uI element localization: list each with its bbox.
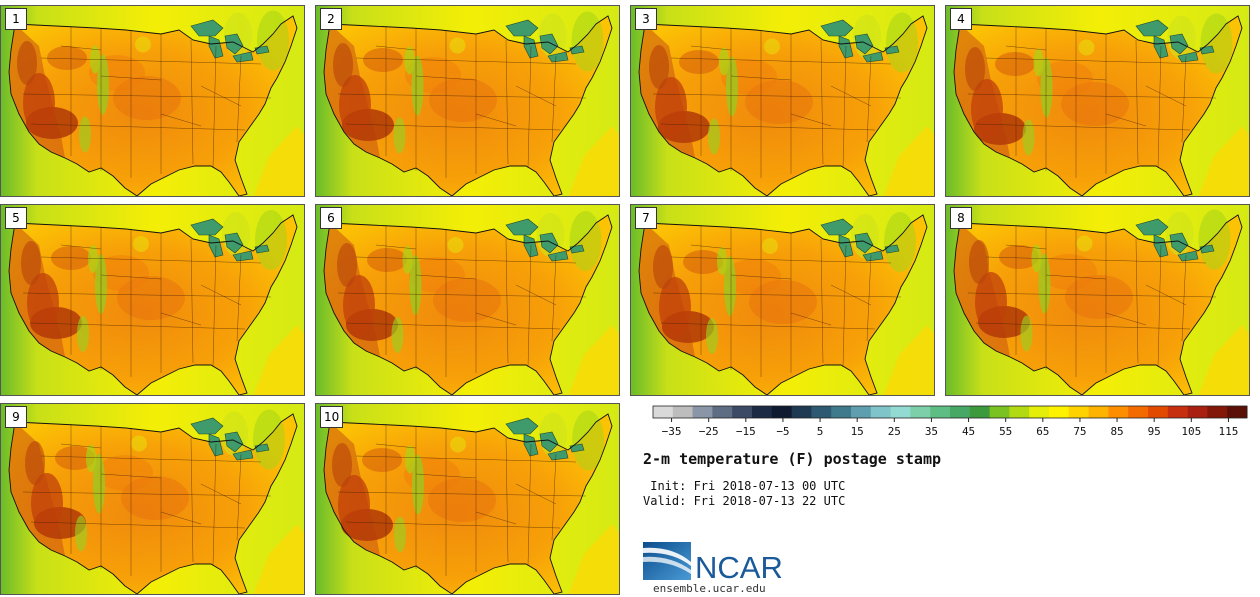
colorbar-swatch bbox=[1148, 406, 1169, 418]
panel-number-label: 8 bbox=[950, 207, 972, 229]
panel-number-label: 2 bbox=[320, 8, 342, 30]
temperature-map bbox=[1, 404, 304, 594]
postage-stamp-panel: 10 bbox=[315, 403, 620, 595]
colorbar-swatch bbox=[930, 406, 951, 418]
postage-stamp-panel: 1 bbox=[0, 5, 305, 197]
colorbar-tick-label: 55 bbox=[999, 425, 1012, 438]
postage-stamp-panel: 3 bbox=[630, 5, 935, 197]
colorbar-tick-label: −25 bbox=[699, 425, 719, 438]
colorbar-swatch bbox=[791, 406, 812, 418]
colorbar-tick-label: 75 bbox=[1073, 425, 1086, 438]
panel-number-label: 1 bbox=[5, 8, 27, 30]
panel-number-label: 9 bbox=[5, 406, 27, 428]
colorbar-swatch bbox=[989, 406, 1010, 418]
colorbar-tick-label: −15 bbox=[736, 425, 756, 438]
ncar-logo: NCAR bbox=[643, 542, 783, 582]
panel-number-label: 4 bbox=[950, 8, 972, 30]
colorbar-swatch bbox=[950, 406, 971, 418]
colorbar-swatch bbox=[692, 406, 713, 418]
colorbar-swatch bbox=[831, 406, 852, 418]
colorbar-swatch bbox=[1049, 406, 1070, 418]
colorbar-tick-label: 85 bbox=[1110, 425, 1123, 438]
panel-number-label: 5 bbox=[5, 207, 27, 229]
colorbar-swatch bbox=[969, 406, 991, 418]
postage-stamp-panel: 9 bbox=[0, 403, 305, 595]
colorbar-tick-label: −35 bbox=[662, 425, 682, 438]
colorbar-swatch bbox=[890, 406, 911, 418]
temperature-map bbox=[631, 6, 934, 196]
colorbar-swatch bbox=[1207, 406, 1228, 418]
init-time: Init: Fri 2018-07-13 00 UTC bbox=[643, 479, 846, 493]
temperature-map bbox=[946, 6, 1249, 196]
temperature-map bbox=[1, 205, 304, 395]
colorbar-swatch bbox=[672, 406, 694, 418]
postage-stamp-panel: 4 bbox=[945, 5, 1250, 197]
colorbar-tick-label: 105 bbox=[1181, 425, 1201, 438]
postage-stamp-panel: 6 bbox=[315, 204, 620, 396]
colorbar-swatch bbox=[1108, 406, 1129, 418]
colorbar-swatch bbox=[1088, 406, 1109, 418]
colorbar-swatch bbox=[752, 406, 773, 418]
colorbar-tick-label: 95 bbox=[1148, 425, 1161, 438]
panel-number-label: 3 bbox=[635, 8, 657, 30]
temperature-map bbox=[1, 6, 304, 196]
colorbar-swatch bbox=[1029, 406, 1050, 418]
postage-stamp-panel: 2 bbox=[315, 5, 620, 197]
colorbar-swatch bbox=[1227, 406, 1248, 418]
plot-title: 2-m temperature (F) postage stamp bbox=[643, 450, 942, 468]
colorbar-swatch bbox=[1187, 406, 1208, 418]
temperature-map bbox=[946, 205, 1249, 395]
postage-stamp-panel: 7 bbox=[630, 204, 935, 396]
colorbar-swatch bbox=[771, 406, 793, 418]
colorbar-tick-label: 115 bbox=[1219, 425, 1239, 438]
postage-stamp-panel: 8 bbox=[945, 204, 1250, 396]
colorbar-tick-label: 15 bbox=[851, 425, 864, 438]
colorbar-tick-label: −5 bbox=[776, 425, 789, 438]
colorbar-tick-label: 65 bbox=[1036, 425, 1049, 438]
colorbar-swatch bbox=[811, 406, 832, 418]
ensemble-url: ensemble.ucar.edu bbox=[653, 582, 766, 595]
ncar-logo-text: NCAR bbox=[695, 550, 783, 582]
panel-number-label: 6 bbox=[320, 207, 342, 229]
postage-stamp-panel: 5 bbox=[0, 204, 305, 396]
temperature-map bbox=[316, 6, 619, 196]
valid-time: Valid: Fri 2018-07-13 22 UTC bbox=[643, 494, 846, 508]
colorbar-swatch bbox=[1068, 406, 1090, 418]
temperature-map bbox=[631, 205, 934, 395]
temperature-map bbox=[316, 205, 619, 395]
panel-number-label: 10 bbox=[320, 406, 344, 428]
colorbar-swatch bbox=[851, 406, 872, 418]
colorbar-swatch bbox=[653, 406, 674, 418]
colorbar-swatch bbox=[870, 406, 892, 418]
temperature-colorbar: −35 −25 −15 −5 5 15 25 35 45 55 65 75 85 95 105 115 bbox=[652, 405, 1248, 438]
temperature-map bbox=[316, 404, 619, 594]
colorbar-swatch bbox=[1167, 406, 1189, 418]
panel-number-label: 7 bbox=[635, 207, 657, 229]
colorbar-tick-label: 35 bbox=[925, 425, 938, 438]
colorbar-swatch bbox=[910, 406, 931, 418]
colorbar-tick-label: 5 bbox=[817, 425, 824, 438]
colorbar-swatch bbox=[1009, 406, 1030, 418]
colorbar-swatch bbox=[712, 406, 733, 418]
colorbar-tick-label: 45 bbox=[962, 425, 975, 438]
colorbar-tick-label: 25 bbox=[888, 425, 901, 438]
colorbar-swatch bbox=[732, 406, 753, 418]
colorbar-swatch bbox=[1128, 406, 1149, 418]
